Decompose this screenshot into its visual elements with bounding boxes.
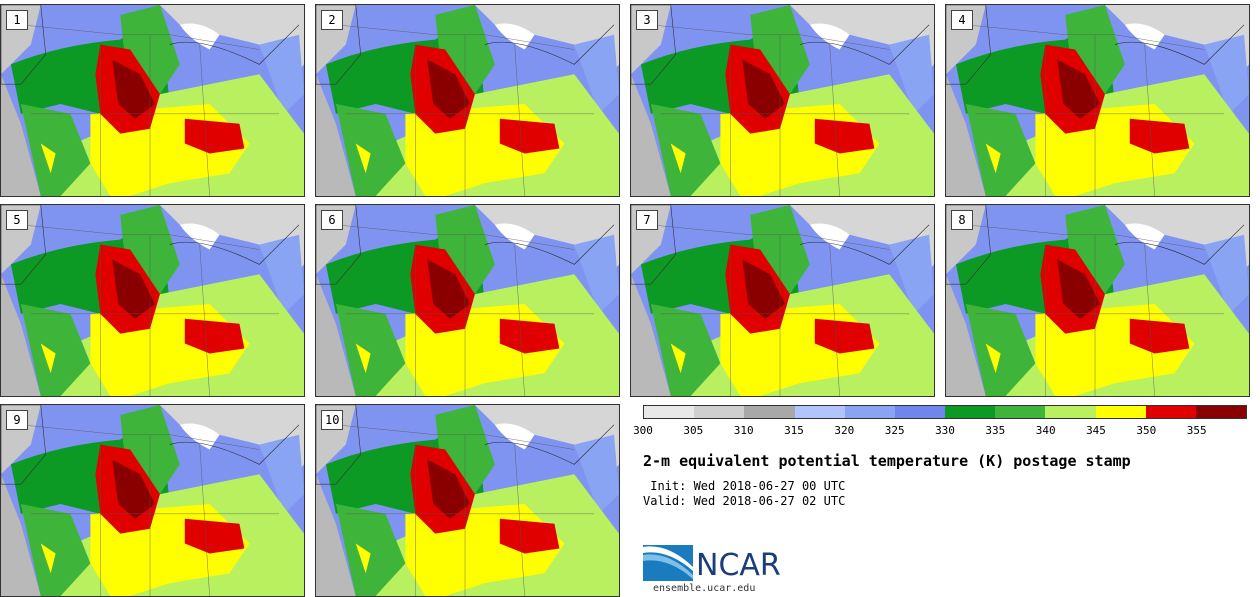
colorbar-segment <box>894 406 946 418</box>
panel-number-label: 5 <box>6 210 28 230</box>
colorbar-ticks: 300 305 310 315 320 325 330 335 340 345 350 355 <box>633 424 1247 440</box>
map-panel: 8 <box>945 204 1250 397</box>
colorbar-tick-label: 340 <box>1035 424 1056 437</box>
map-panel: 6 <box>315 204 620 397</box>
colorbar-segment <box>794 406 845 418</box>
colorbar-segment <box>1195 406 1247 418</box>
colorbar-segment <box>1145 406 1196 418</box>
panel-number-label: 10 <box>321 410 344 430</box>
valid-time: Valid: Wed 2018-06-27 02 UTC <box>643 494 846 508</box>
colorbar-tick-label: 310 <box>733 424 754 437</box>
colorbar-segment <box>644 406 695 418</box>
colorbar-tick-label: 345 <box>1086 424 1106 437</box>
map-panel: 5 <box>0 204 305 397</box>
map-panel: 4 <box>945 4 1250 197</box>
website-url: ensemble.ucar.edu <box>653 583 756 594</box>
colorbar-tick-label: 330 <box>935 424 955 437</box>
panel-number-label: 9 <box>6 410 28 430</box>
colorbar-tick-label: 350 <box>1136 424 1157 437</box>
colorbar-tick-label: 320 <box>834 424 855 437</box>
colorbar-tick-label: 315 <box>784 424 804 437</box>
panel-number-label: 2 <box>321 10 343 30</box>
colorbar-segment <box>1095 406 1146 418</box>
map-panel: 10 <box>315 404 620 597</box>
colorbar <box>643 405 1247 419</box>
colorbar-tick-label: 305 <box>683 424 704 437</box>
panel-number-label: 7 <box>636 210 658 230</box>
colorbar-segment <box>1045 406 1096 418</box>
panel-number-label: 3 <box>636 10 658 30</box>
ncar-logo-text: NCAR <box>696 548 781 583</box>
colorbar-segment <box>844 406 895 418</box>
colorbar-segment <box>694 406 745 418</box>
colorbar-segment <box>945 406 996 418</box>
map-panel: 7 <box>630 204 935 397</box>
map-panel: 2 <box>315 4 620 197</box>
map-panel: 9 <box>0 404 305 597</box>
colorbar-tick-label: 355 <box>1186 424 1207 437</box>
colorbar-segment <box>995 406 1046 418</box>
figure-title: 2-m equivalent potential temperature (K)… <box>643 452 1131 470</box>
map-panel: 3 <box>630 4 935 197</box>
colorbar-segment <box>744 406 795 418</box>
panel-number-label: 8 <box>951 210 973 230</box>
panel-number-label: 6 <box>321 210 343 230</box>
colorbar-tick-label: 300 <box>633 424 653 437</box>
ncar-logo-icon <box>643 545 693 581</box>
colorbar-tick-label: 335 <box>985 424 1006 437</box>
panel-number-label: 1 <box>6 10 28 30</box>
panel-number-label: 4 <box>951 10 973 30</box>
map-panel: 1 <box>0 4 305 197</box>
colorbar-tick-label: 325 <box>884 424 905 437</box>
init-time: Init: Wed 2018-06-27 00 UTC <box>643 479 846 493</box>
